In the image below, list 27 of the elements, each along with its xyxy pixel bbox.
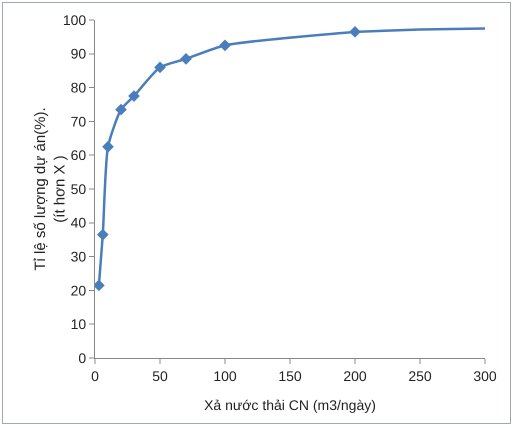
y-tick-label: 20 [70, 282, 86, 298]
x-axis-title: Xả nước thải CN (m3/ngày) [204, 397, 376, 413]
y-tick-label: 0 [78, 350, 86, 366]
x-tick-label: 300 [473, 368, 497, 384]
x-tick-label: 0 [91, 368, 100, 384]
x-tick-label: 150 [278, 368, 302, 384]
point [128, 90, 140, 102]
y-tick-label: 100 [62, 12, 86, 28]
y-tick-label: 60 [70, 147, 86, 164]
point [219, 40, 231, 52]
point [96, 228, 109, 240]
y-tick-label: 30 [70, 248, 86, 264]
point [115, 104, 127, 116]
y-axis-title: Tỉ lệ số lượng dự án(%). (ít hơn X ) [32, 107, 69, 271]
y-tick-label: 90 [70, 46, 86, 62]
y-tick-label: 40 [70, 214, 86, 231]
point [154, 61, 166, 74]
y-tick-label: 80 [70, 80, 86, 96]
x-tick-label: 250 [408, 368, 432, 384]
y-tick-label: 50 [70, 180, 86, 197]
point [102, 140, 114, 153]
y-tick-label: 70 [70, 113, 86, 130]
x-tick-label: 200 [343, 368, 367, 384]
point [180, 53, 192, 65]
y-tick-label: 10 [70, 316, 86, 332]
x-tick-label: 50 [152, 368, 168, 384]
x-tick-label: 100 [213, 368, 237, 384]
